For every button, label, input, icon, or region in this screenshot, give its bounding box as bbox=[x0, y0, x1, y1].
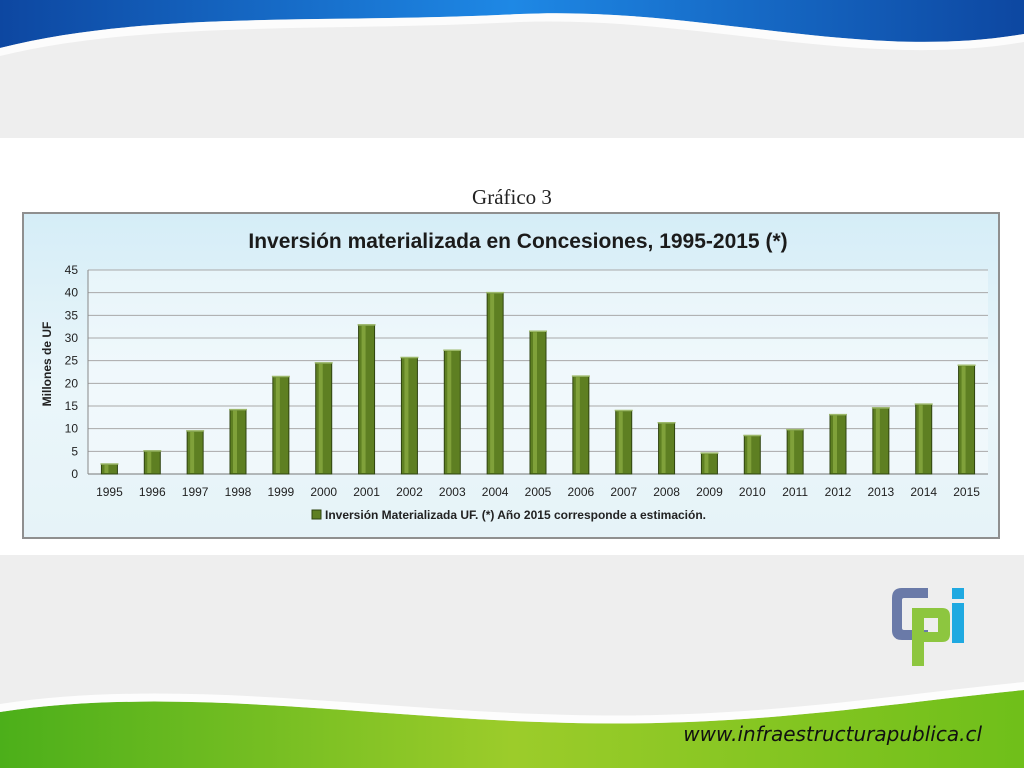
x-tick-label: 2011 bbox=[782, 485, 808, 499]
x-tick-label: 2008 bbox=[653, 485, 680, 499]
x-tick-label: 2007 bbox=[610, 485, 637, 499]
x-tick-label: 2013 bbox=[868, 485, 895, 499]
bar bbox=[572, 375, 590, 475]
bar bbox=[315, 362, 333, 475]
x-tick-label: 2014 bbox=[910, 485, 937, 499]
x-tick-label: 2004 bbox=[482, 485, 509, 499]
bar bbox=[700, 452, 718, 475]
cpi-logo bbox=[892, 588, 964, 666]
bar bbox=[443, 349, 461, 475]
y-tick-label: 30 bbox=[65, 331, 79, 345]
y-tick-label: 10 bbox=[65, 422, 79, 436]
y-axis-label: Millones de UF bbox=[40, 322, 54, 407]
top-wave-highlight bbox=[0, 13, 1024, 56]
y-tick-label: 40 bbox=[65, 286, 79, 300]
x-tick-label: 1996 bbox=[139, 485, 166, 499]
x-tick-label: 2006 bbox=[568, 485, 595, 499]
bar-highlight bbox=[618, 411, 623, 473]
x-tick-label: 2009 bbox=[696, 485, 723, 499]
bar bbox=[186, 430, 204, 475]
bottom-wave-highlight bbox=[0, 682, 1024, 724]
bar bbox=[272, 376, 290, 475]
x-tick-label: 2003 bbox=[439, 485, 466, 499]
x-tick-label: 2012 bbox=[825, 485, 852, 499]
x-tick-label: 2015 bbox=[953, 485, 980, 499]
y-tick-label: 45 bbox=[65, 263, 79, 277]
x-tick-label: 2005 bbox=[525, 485, 552, 499]
bar bbox=[872, 407, 890, 475]
x-tick-label: 1999 bbox=[268, 485, 295, 499]
y-tick-label: 15 bbox=[65, 399, 79, 413]
bar bbox=[400, 356, 418, 475]
bar-highlight bbox=[490, 293, 495, 473]
x-tick-label: 2000 bbox=[310, 485, 337, 499]
bar bbox=[615, 410, 633, 475]
figure-heading: Gráfico 3 bbox=[472, 185, 552, 209]
x-tick-label: 1997 bbox=[182, 485, 209, 499]
bar bbox=[743, 434, 761, 475]
logo-i-stem bbox=[952, 603, 964, 643]
bar-highlight bbox=[790, 430, 795, 473]
bar-chart: Inversión materializada en Concesiones, … bbox=[40, 230, 988, 522]
x-tick-label: 1998 bbox=[225, 485, 252, 499]
x-tick-label: 2010 bbox=[739, 485, 766, 499]
x-tick-label: 2001 bbox=[353, 485, 380, 499]
logo-c-shape bbox=[892, 588, 928, 640]
bar bbox=[358, 324, 376, 475]
bar-highlight bbox=[961, 366, 966, 473]
bar-highlight bbox=[233, 410, 237, 473]
bar-highlight bbox=[147, 451, 152, 473]
bar-highlight bbox=[747, 436, 752, 473]
bar bbox=[529, 330, 547, 475]
y-tick-label: 25 bbox=[65, 354, 79, 368]
bar-highlight bbox=[190, 431, 195, 473]
website-url[interactable]: www.infraestructurapublica.cl bbox=[683, 722, 982, 746]
bar-highlight bbox=[404, 358, 409, 473]
logo-i-dot bbox=[952, 588, 964, 599]
bar-highlight bbox=[918, 405, 923, 473]
bar bbox=[229, 409, 247, 475]
bar-highlight bbox=[661, 423, 666, 473]
chart-title: Inversión materializada en Concesiones, … bbox=[248, 230, 787, 253]
bar-highlight bbox=[275, 377, 280, 473]
bar-highlight bbox=[318, 363, 323, 473]
bar-highlight bbox=[875, 408, 880, 473]
bar-highlight bbox=[104, 465, 109, 473]
bar bbox=[786, 429, 804, 475]
y-tick-label: 5 bbox=[71, 444, 78, 458]
bar bbox=[486, 292, 504, 475]
bar bbox=[915, 403, 933, 475]
y-tick-label: 20 bbox=[65, 376, 79, 390]
x-tick-label: 2002 bbox=[396, 485, 423, 499]
legend-label: Inversión Materializada UF. (*) Año 2015… bbox=[325, 508, 706, 522]
bar-highlight bbox=[575, 377, 580, 473]
bar bbox=[143, 450, 161, 475]
bar bbox=[958, 364, 976, 475]
legend-swatch bbox=[311, 509, 322, 520]
bar-highlight bbox=[361, 325, 366, 473]
bottom-wave bbox=[0, 690, 1024, 768]
top-wave bbox=[0, 0, 1024, 48]
x-tick-label: 1995 bbox=[96, 485, 123, 499]
bar bbox=[829, 414, 847, 475]
bar bbox=[658, 422, 676, 475]
bar-highlight bbox=[447, 351, 452, 473]
bar-highlight bbox=[533, 332, 537, 473]
bar-highlight bbox=[833, 415, 837, 473]
bar bbox=[100, 463, 118, 475]
logo-p-shape bbox=[912, 608, 950, 666]
chart-frame: Inversión materializada en Concesiones, … bbox=[22, 212, 1000, 539]
y-tick-label: 0 bbox=[71, 467, 78, 481]
y-tick-label: 35 bbox=[65, 308, 79, 322]
bar-highlight bbox=[704, 454, 709, 473]
